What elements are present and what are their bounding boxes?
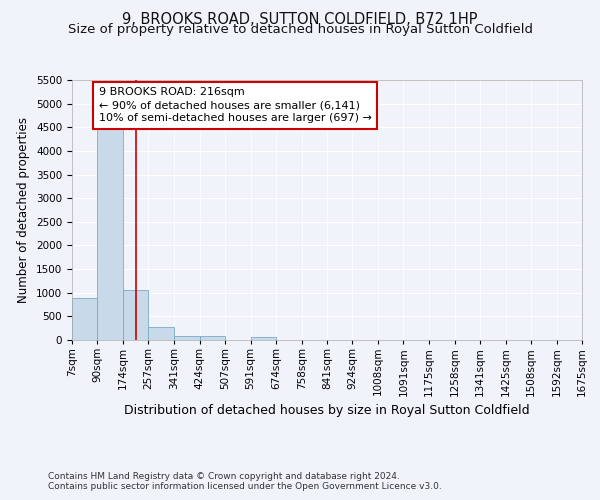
Bar [72, 298, 97, 340]
Text: 9 BROOKS ROAD: 216sqm
← 90% of detached houses are smaller (6,141)
10% of semi-d: 9 BROOKS ROAD: 216sqm ← 90% of detached … [99, 87, 372, 124]
Text: Size of property relative to detached houses in Royal Sutton Coldfield: Size of property relative to detached ho… [67, 22, 533, 36]
Bar [148, 327, 174, 340]
Text: Contains public sector information licensed under the Open Government Licence v3: Contains public sector information licen… [48, 482, 442, 491]
Bar [199, 336, 225, 340]
Bar [251, 338, 276, 340]
Text: 9, BROOKS ROAD, SUTTON COLDFIELD, B72 1HP: 9, BROOKS ROAD, SUTTON COLDFIELD, B72 1H… [122, 12, 478, 28]
Text: Contains HM Land Registry data © Crown copyright and database right 2024.: Contains HM Land Registry data © Crown c… [48, 472, 400, 481]
Bar [174, 336, 199, 340]
Y-axis label: Number of detached properties: Number of detached properties [17, 117, 31, 303]
Bar [123, 290, 148, 340]
X-axis label: Distribution of detached houses by size in Royal Sutton Coldfield: Distribution of detached houses by size … [124, 404, 530, 417]
Bar [97, 126, 123, 340]
